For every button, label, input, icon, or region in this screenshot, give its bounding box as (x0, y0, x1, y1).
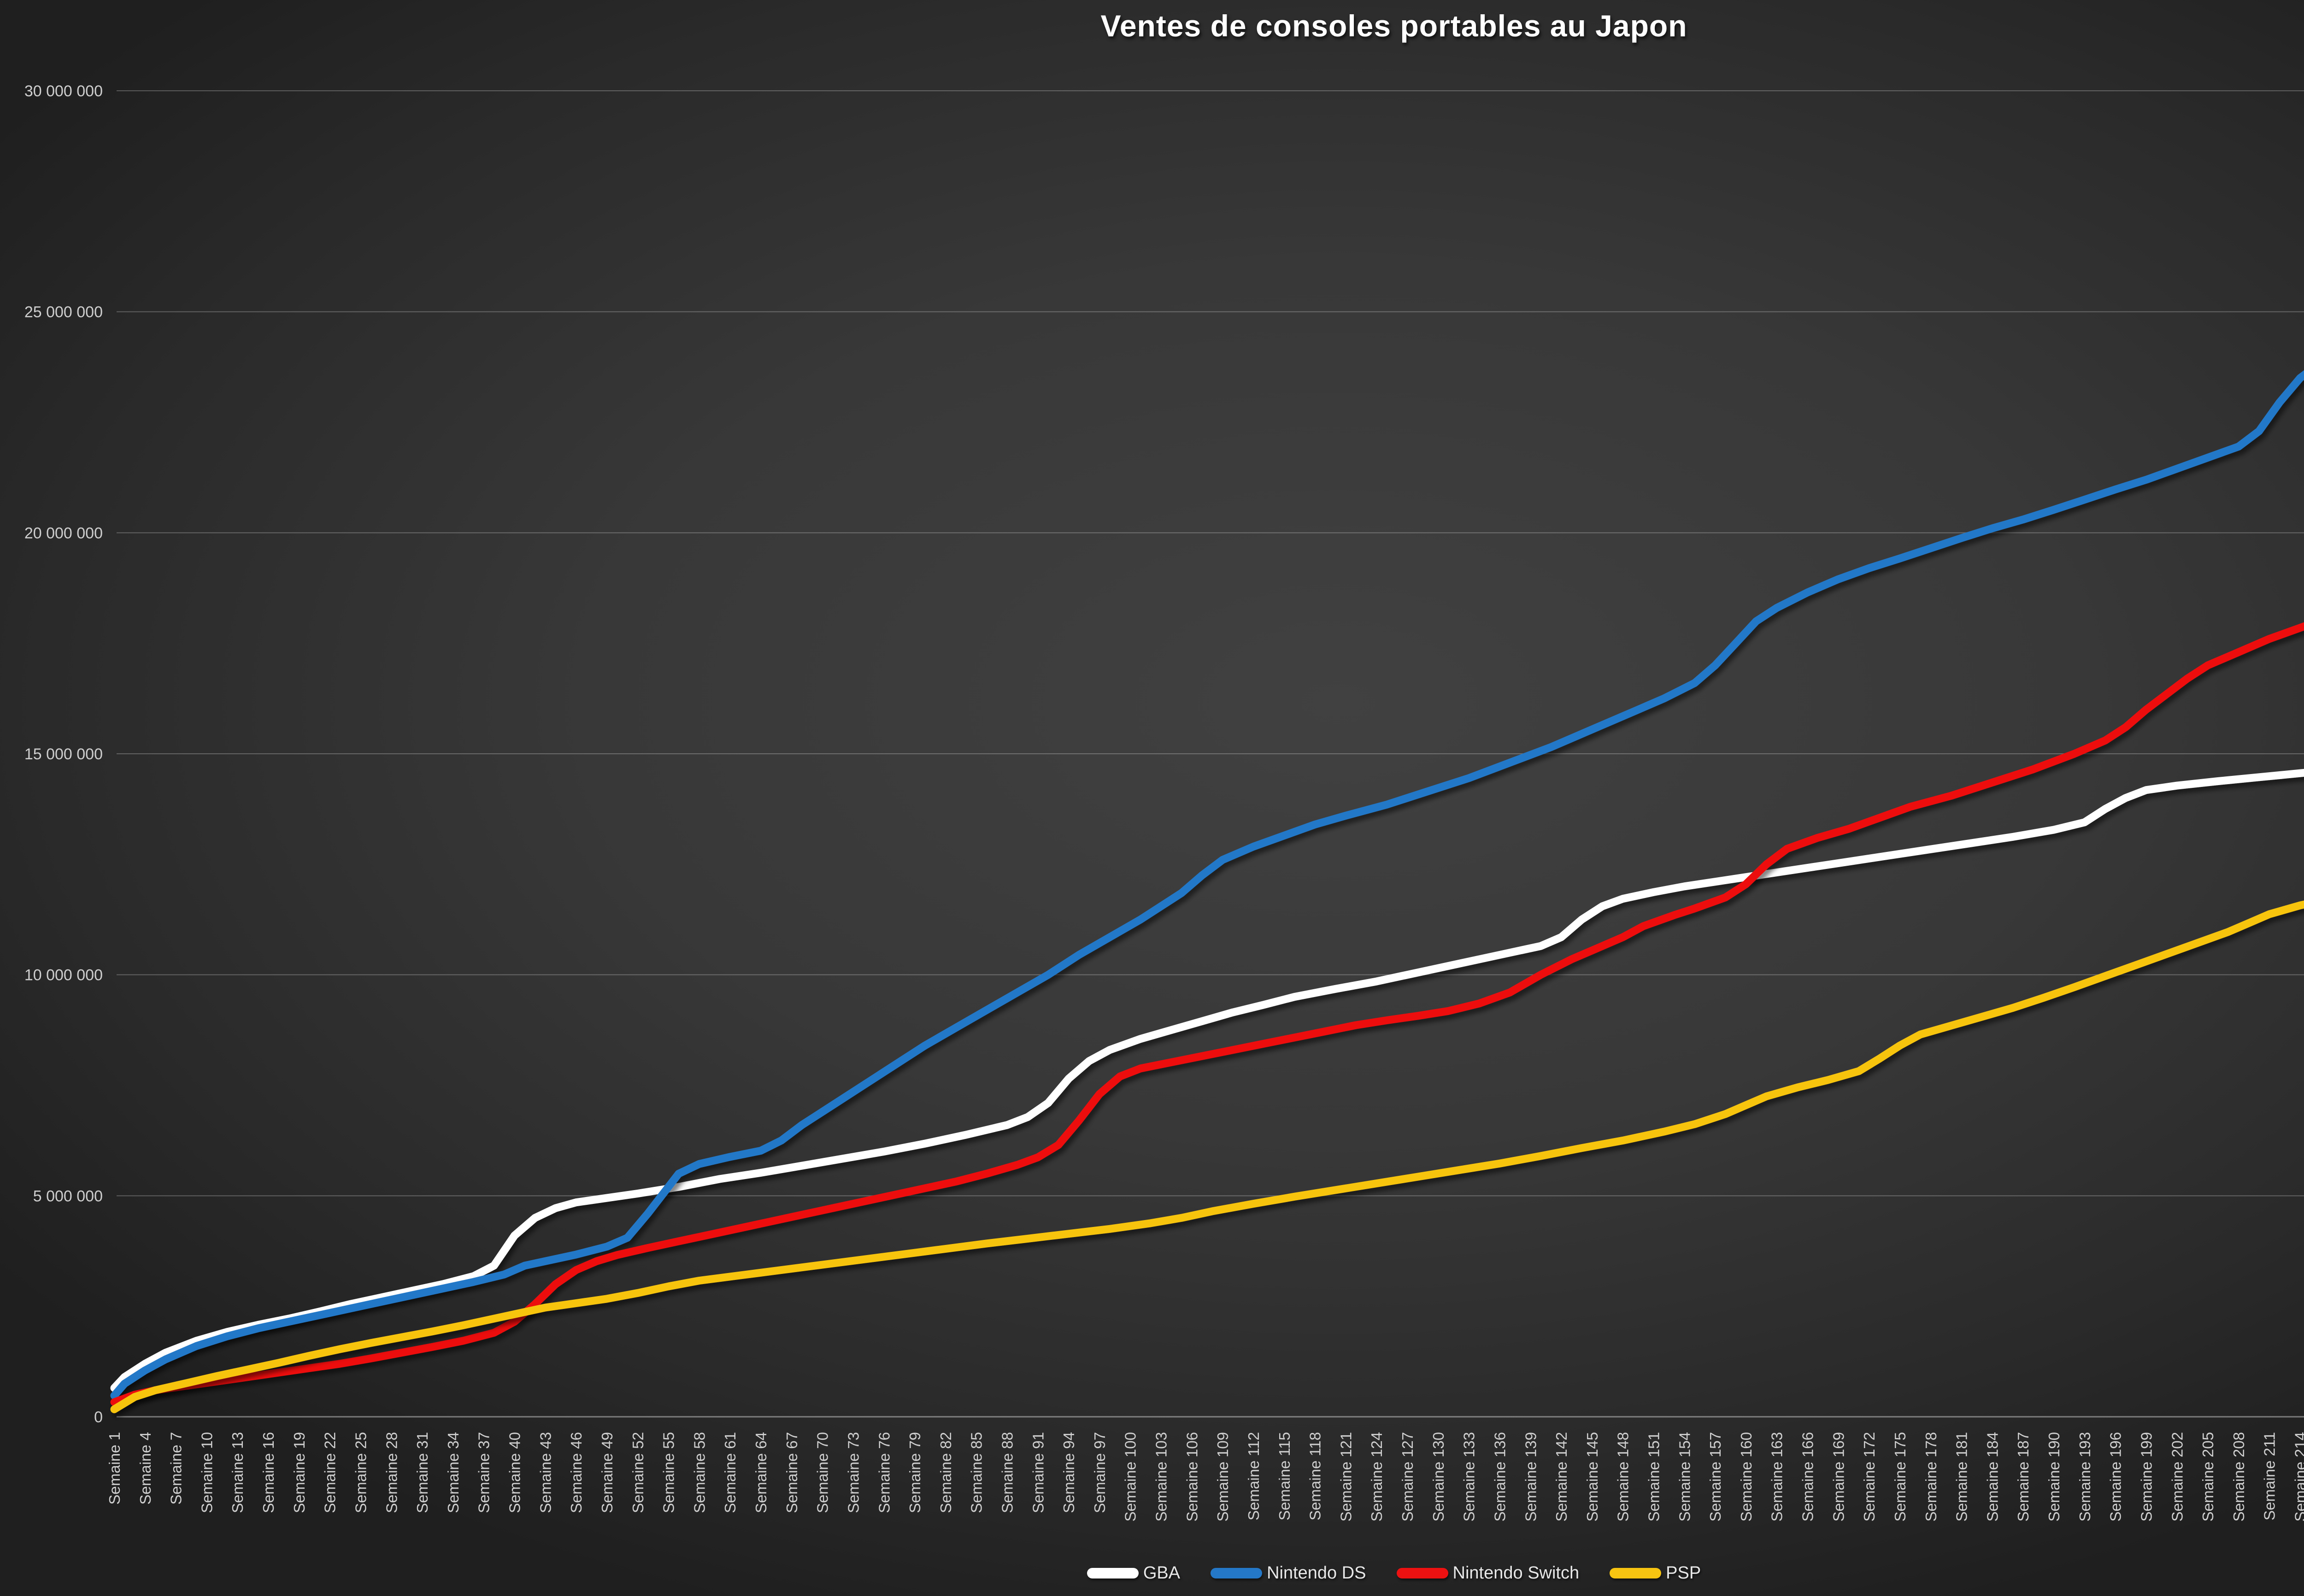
x-tick-label: Semaine 193 (2076, 1432, 2093, 1521)
x-tick-label: Semaine 130 (1430, 1432, 1447, 1521)
x-tick-label: Semaine 196 (2107, 1432, 2124, 1521)
x-tick-label: Semaine 76 (876, 1432, 893, 1513)
x-tick-label: Semaine 28 (383, 1432, 400, 1513)
legend-item-psp: PSP (1610, 1563, 1701, 1583)
nintendo-ds-line-swatch-icon (1211, 1568, 1263, 1578)
x-tick-label: Semaine 25 (352, 1432, 369, 1513)
psp-line-swatch-icon (1610, 1568, 1662, 1578)
x-tick-label: Semaine 124 (1368, 1432, 1385, 1521)
x-tick-label: Semaine 112 (1245, 1432, 1262, 1520)
x-tick-label: Semaine 172 (1861, 1432, 1878, 1521)
x-tick-label: Semaine 136 (1491, 1432, 1508, 1521)
y-tick-label: 20 000 000 (24, 524, 103, 542)
x-tick-label: Semaine 10 (198, 1432, 215, 1513)
x-tick-label: Semaine 58 (691, 1432, 708, 1513)
nintendo-switch-line-swatch-icon (1396, 1568, 1448, 1578)
chart-legend: GBA Nintendo DS Nintendo Switch PSP (0, 1563, 2304, 1583)
x-tick-label: Semaine 211 (2261, 1432, 2278, 1520)
x-tick-label: Semaine 166 (1799, 1432, 1816, 1521)
x-tick-label: Semaine 37 (476, 1432, 493, 1513)
x-tick-label: Semaine 148 (1615, 1432, 1632, 1521)
x-tick-label: Semaine 31 (414, 1432, 431, 1513)
x-tick-label: Semaine 1 (106, 1432, 123, 1505)
x-tick-label: Semaine 46 (568, 1432, 585, 1513)
series-line-psp (110, 900, 2304, 1414)
x-tick-label: Semaine 145 (1584, 1432, 1601, 1521)
x-tick-label: Semaine 202 (2169, 1432, 2186, 1521)
chart-title: Ventes de consoles portables au Japon (1100, 9, 1687, 43)
x-tick-label: Semaine 73 (845, 1432, 862, 1513)
x-tick-label: Semaine 40 (506, 1432, 523, 1513)
gba-line-swatch-icon (1087, 1568, 1139, 1578)
x-tick-label: Semaine 70 (814, 1432, 831, 1513)
x-tick-label: Semaine 64 (752, 1432, 770, 1513)
x-tick-label: Semaine 139 (1522, 1432, 1539, 1521)
x-tick-label: Semaine 154 (1676, 1432, 1693, 1521)
x-tick-label: Semaine 175 (1892, 1432, 1909, 1521)
x-tick-label: Semaine 94 (1060, 1432, 1077, 1513)
x-tick-label: Semaine 100 (1122, 1432, 1139, 1521)
x-tick-label: Semaine 160 (1738, 1432, 1755, 1521)
x-tick-label: Semaine 67 (783, 1432, 800, 1513)
x-tick-label: Semaine 118 (1307, 1432, 1324, 1520)
y-tick-label: 5 000 000 (33, 1187, 103, 1205)
x-tick-label: Semaine 133 (1461, 1432, 1478, 1521)
x-tick-label: Semaine 109 (1214, 1432, 1231, 1521)
y-tick-label: 0 (94, 1408, 103, 1426)
series-line-nintendo-switch (110, 622, 2304, 1406)
y-tick-label: 25 000 000 (24, 304, 103, 321)
x-tick-label: Semaine 181 (1953, 1432, 1970, 1521)
x-tick-label: Semaine 190 (2045, 1432, 2063, 1521)
legend-label-nintendo-switch: Nintendo Switch (1452, 1563, 1580, 1583)
x-tick-label: Semaine 82 (937, 1432, 954, 1513)
x-tick-label: Semaine 85 (968, 1432, 985, 1513)
x-tick-label: Semaine 7 (168, 1432, 185, 1505)
x-tick-label: Semaine 178 (1922, 1432, 1940, 1521)
x-tick-label: Semaine 142 (1553, 1432, 1570, 1521)
y-tick-label: 15 000 000 (24, 745, 103, 763)
x-tick-label: Semaine 157 (1707, 1432, 1724, 1521)
x-tick-label: Semaine 127 (1399, 1432, 1416, 1521)
x-tick-label: Semaine 88 (999, 1432, 1016, 1513)
x-tick-label: Semaine 43 (537, 1432, 554, 1513)
x-tick-label: Semaine 19 (291, 1432, 308, 1513)
x-tick-label: Semaine 169 (1830, 1432, 1847, 1521)
x-tick-label: Semaine 34 (445, 1432, 462, 1513)
legend-item-nintendo-ds: Nintendo DS (1211, 1563, 1366, 1583)
x-tick-label: Semaine 187 (2015, 1432, 2032, 1521)
x-tick-label: Semaine 214 (2292, 1432, 2304, 1521)
x-tick-label: Semaine 199 (2138, 1432, 2155, 1521)
x-tick-label: Semaine 13 (229, 1432, 246, 1513)
x-tick-label: Semaine 106 (1183, 1432, 1200, 1521)
legend-label-nintendo-ds: Nintendo DS (1267, 1563, 1366, 1583)
legend-label-psp: PSP (1666, 1563, 1701, 1583)
y-tick-label: 10 000 000 (24, 967, 103, 984)
x-tick-label: Semaine 103 (1153, 1432, 1170, 1521)
x-tick-label: Semaine 4 (137, 1432, 154, 1505)
series-line-gba (110, 769, 2304, 1392)
x-tick-label: Semaine 184 (1984, 1432, 2001, 1521)
x-tick-label: Semaine 22 (322, 1432, 339, 1513)
x-tick-label: Semaine 208 (2230, 1432, 2247, 1521)
x-tick-label: Semaine 52 (629, 1432, 647, 1513)
series-line-nintendo-ds (110, 370, 2304, 1400)
x-tick-label: Semaine 205 (2199, 1432, 2216, 1521)
x-tick-label: Semaine 16 (260, 1432, 277, 1513)
x-tick-label: Semaine 91 (1029, 1432, 1046, 1513)
x-tick-label: Semaine 121 (1337, 1432, 1354, 1521)
x-tick-label: Semaine 79 (906, 1432, 923, 1513)
x-tick-label: Semaine 115 (1276, 1432, 1293, 1520)
x-tick-label: Semaine 49 (599, 1432, 616, 1513)
legend-item-gba: GBA (1087, 1563, 1180, 1583)
x-tick-label: Semaine 55 (660, 1432, 677, 1513)
x-tick-label: Semaine 163 (1769, 1432, 1786, 1521)
x-tick-label: Semaine 61 (722, 1432, 739, 1513)
x-tick-label: Semaine 151 (1646, 1432, 1663, 1521)
legend-item-nintendo-switch: Nintendo Switch (1396, 1563, 1580, 1583)
x-tick-label: Semaine 97 (1091, 1432, 1108, 1513)
y-tick-label: 30 000 000 (24, 82, 103, 100)
legend-label-gba: GBA (1143, 1563, 1181, 1583)
